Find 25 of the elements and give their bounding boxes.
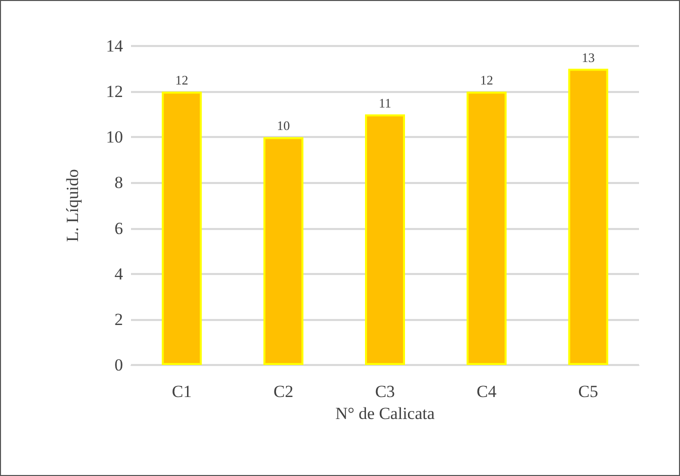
y-tick-label: 6 [114,218,123,238]
y-tick-label: 2 [114,310,123,329]
x-tick-label: C2 [273,382,294,401]
data-label: 10 [276,118,290,134]
x-axis-title: N° de Calicata [335,404,436,423]
y-tick-label: 12 [106,82,123,102]
bar [263,137,304,365]
x-tick-label: C1 [172,382,192,401]
y-axis-title: L. Líquido [63,169,82,242]
x-tick-label: C4 [476,382,498,401]
bar [162,92,202,365]
data-label: 12 [480,72,494,88]
y-tick-label: 0 [114,356,123,374]
y-tick-label: 14 [106,36,124,56]
data-label: 11 [378,95,392,110]
y-tick-label: 4 [114,264,124,284]
data-label: 13 [582,50,595,65]
data-label: 12 [175,72,188,88]
x-tick-label: C5 [578,382,598,401]
y-tick-label: 10 [106,128,123,147]
bar [568,68,608,365]
bar [365,114,405,365]
bar [466,92,507,365]
y-tick-label: 8 [114,173,123,192]
x-tick-label: C3 [375,382,395,401]
